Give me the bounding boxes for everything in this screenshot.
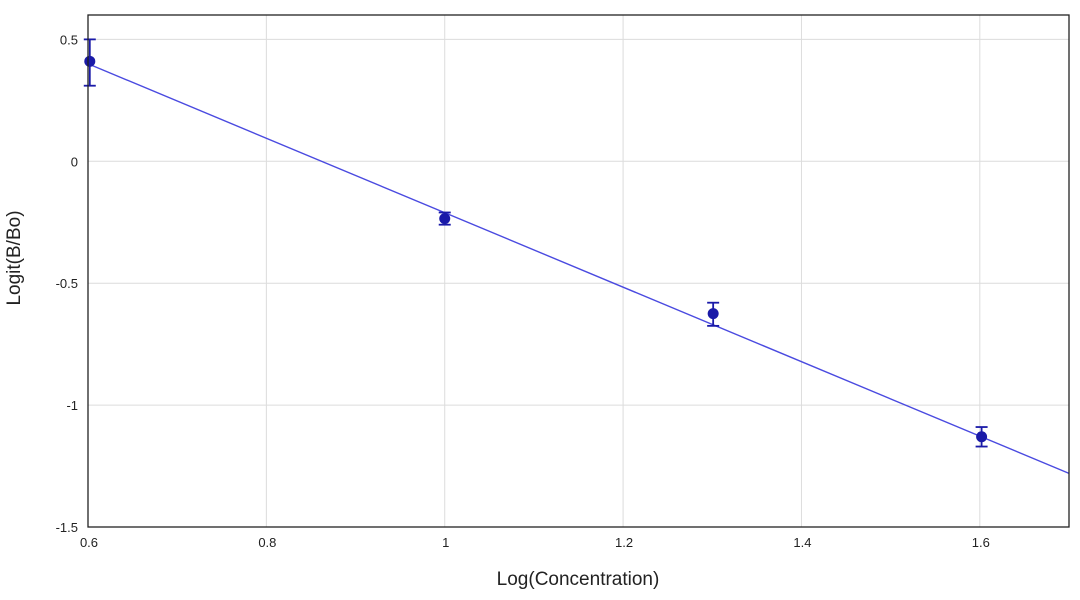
y-tick-label: 0 — [71, 154, 78, 169]
data-point — [976, 431, 988, 443]
grid-lines — [87, 15, 1069, 528]
x-tick-label: 0.6 — [80, 535, 98, 550]
plot-frame — [87, 14, 1070, 528]
x-tick-label: 1.2 — [615, 535, 633, 550]
y-axis-title: Logit(B/Bo) — [4, 210, 25, 305]
tick-labels: 0.6 0.8 1 1.2 1.4 1.6 0.5 0 -0.5 -1 -1.5 — [56, 32, 990, 550]
y-tick-label: -0.5 — [56, 276, 78, 291]
data-point — [707, 308, 719, 320]
x-tick-label: 1.4 — [793, 535, 811, 550]
y-tick-label: -1 — [66, 398, 78, 413]
fit-line-group — [87, 63, 1070, 475]
data-point — [84, 55, 96, 67]
x-tick-label: 0.8 — [258, 535, 276, 550]
x-tick-label: 1.6 — [972, 535, 990, 550]
fit-line — [87, 63, 1070, 475]
x-axis-title: Log(Concentration) — [497, 569, 660, 590]
x-tick-label: 1 — [442, 535, 449, 550]
data-points-group — [83, 38, 988, 448]
y-tick-label: -1.5 — [56, 520, 78, 535]
data-point — [439, 213, 451, 225]
y-tick-label: 0.5 — [60, 32, 78, 47]
